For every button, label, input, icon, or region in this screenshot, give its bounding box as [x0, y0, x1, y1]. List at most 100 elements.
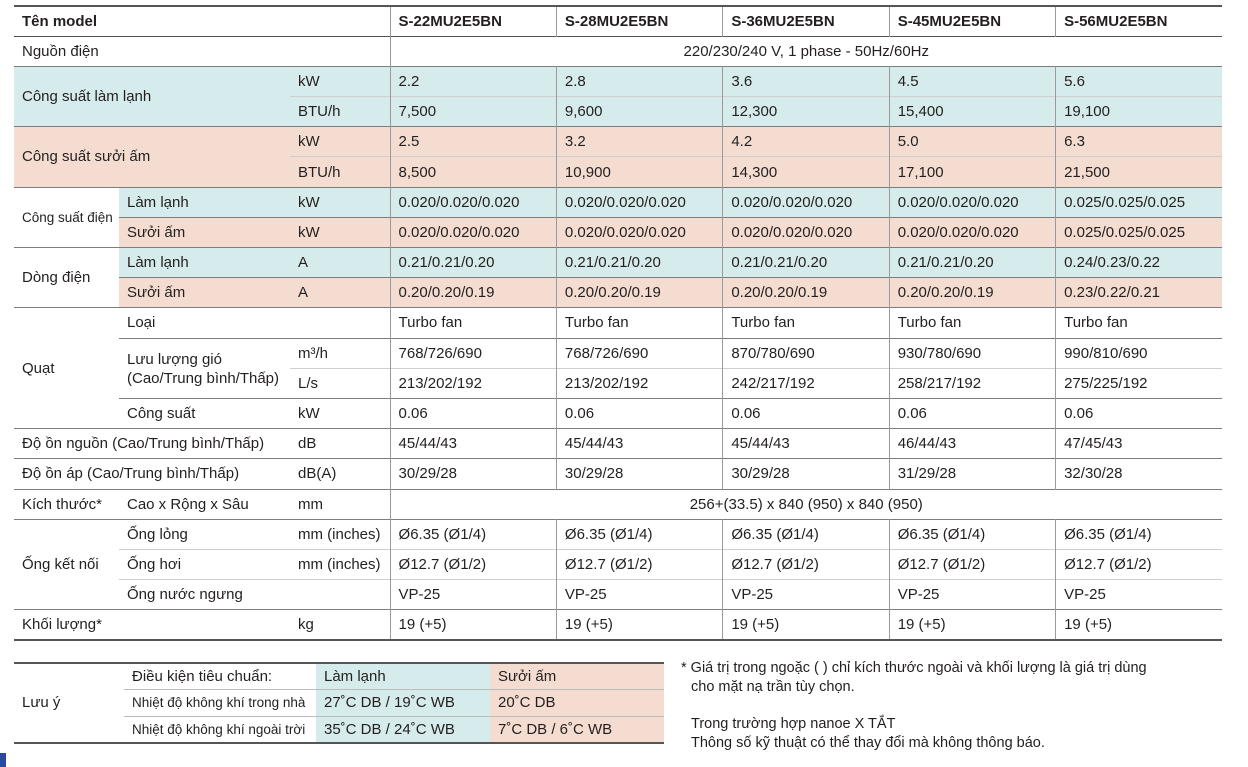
unit-cell: m³/h — [298, 344, 328, 362]
value-cell: 213/202/192 — [555, 368, 723, 399]
row-label: Dòng điện — [14, 247, 119, 308]
model-name: S-56MU2E5BN — [1055, 6, 1222, 37]
sub-label: Ống lỏng — [127, 525, 188, 543]
value-cell: 0.025/0.025/0.025 — [1055, 187, 1222, 218]
value-cell: 0.21/0.21/0.20 — [555, 247, 723, 278]
value-cell: 19,100 — [1055, 96, 1222, 127]
value-cell: 275/225/192 — [1055, 368, 1222, 399]
value-cell: 5.6 — [1055, 66, 1222, 97]
power-input-row: Sưởi ấm kW 0.020/0.020/0.020 0.020/0.020/0.… — [14, 217, 1222, 248]
model-name: S-28MU2E5BN — [555, 6, 723, 37]
value-cell: 0.06 — [888, 398, 1056, 429]
unit-cell: kW — [298, 405, 320, 423]
row-label: Công suất làm lạnh — [14, 66, 290, 127]
piping-row: Ống kết nối Ống lỏng mm (inches) Ø6.35 (Ø1/… — [14, 519, 1222, 573]
piping-row: Ống hơi mm (inches) Ø12.7 (Ø1/2) Ø12.7 (Ø1/… — [14, 549, 1222, 580]
fan-output-row: Công suất kW 0.06 0.06 0.06 0.06 0.06 — [14, 398, 1222, 429]
value-cell: 19 (+5) — [722, 609, 890, 640]
sub-label: Lưu lượng gió (Cao/Trung bình/Thấp) — [127, 351, 280, 388]
cool-condition: 35˚C DB / 24˚C WB — [316, 716, 490, 743]
conditions-header-row: Lưu ý Điều kiện tiêu chuẩn: Làm lạnh Sưở… — [14, 663, 664, 711]
value-cell: 0.20/0.20/0.19 — [389, 277, 557, 308]
value-cell: VP-25 — [722, 579, 890, 610]
value-cell: 0.020/0.020/0.020 — [555, 187, 723, 218]
current-row: Dòng điện Làm lạnh A 0.21/0.21/0.20 0.21/0.2… — [14, 247, 1222, 308]
condition-name: Nhiệt độ không khí trong nhà — [132, 695, 306, 711]
value-cell: VP-25 — [888, 579, 1056, 610]
value-cell: 0.06 — [1055, 398, 1222, 429]
power-input-row: Công suất điện Làm lạnh kW 0.020/0.020/0.02… — [14, 187, 1222, 248]
condition-label: Điều kiện tiêu chuẩn: — [132, 668, 273, 685]
value-cell: 0.020/0.020/0.020 — [389, 217, 557, 248]
value-cell: 30/29/28 — [555, 458, 723, 489]
unit-cell: mm (inches) — [298, 555, 381, 573]
footnote-line: Trong trường hợp nanoe X TẮT — [691, 716, 896, 732]
value-cell: 45/44/43 — [389, 428, 557, 459]
value-cell: 0.06 — [555, 398, 723, 429]
footnote: * Giá trị trong ngoặc ( ) chỉ kích thước… — [681, 659, 1241, 753]
noise-source-row: Độ ồn nguồn (Cao/Trung bình/Thấp) dB 45/44… — [14, 428, 1222, 459]
value-cell: 45/44/43 — [722, 428, 890, 459]
sub-label: Loại — [127, 314, 156, 332]
value-cell: 3.2 — [555, 126, 723, 157]
value-cell: 0.020/0.020/0.020 — [722, 217, 890, 248]
unit-cell: kW — [290, 66, 391, 97]
value-cell: 2.2 — [389, 66, 557, 97]
spec-table: Tên model S-22MU2E5BN S-28MU2E5BN S-36MU… — [14, 5, 1222, 641]
value-cell: VP-25 — [555, 579, 723, 610]
conditions-table: Lưu ý Điều kiện tiêu chuẩn: Làm lạnh Sưở… — [14, 662, 664, 744]
value-cell: 10,900 — [555, 156, 723, 188]
sub-label: Ống nước ngưng — [127, 586, 243, 604]
mode-cell: Làm lạnh — [119, 247, 290, 278]
page-edge-mark — [0, 753, 6, 767]
value-cell: 0.06 — [722, 398, 890, 429]
value-cell: 46/44/43 — [888, 428, 1056, 459]
value-cell: 768/726/690 — [555, 338, 723, 369]
fan-airflow-row: Lưu lượng gió (Cao/Trung bình/Thấp) m³/h 7… — [14, 338, 1222, 387]
value-cell: 213/202/192 — [389, 368, 557, 399]
mode-cell: Làm lạnh — [119, 187, 290, 218]
model-name: S-22MU2E5BN — [389, 6, 557, 37]
value-cell: VP-25 — [1055, 579, 1222, 610]
value-cell: 0.020/0.020/0.020 — [888, 217, 1056, 248]
heating-capacity-row: Công suất sưởi ấm kW 2.5 3.2 4.2 5.0 6.3 — [14, 126, 1222, 188]
footnote-line: * Giá trị trong ngoặc ( ) chỉ kích thước… — [681, 660, 1147, 676]
row-label: Ống kết nối — [22, 555, 99, 573]
row-label: Công suất điện — [14, 187, 119, 248]
value-cell: 4.5 — [888, 66, 1056, 97]
value-cell: 9,600 — [555, 96, 723, 127]
value-cell: 0.20/0.20/0.19 — [722, 277, 890, 308]
value-cell: 32/30/28 — [1055, 458, 1222, 489]
value-cell: 768/726/690 — [389, 338, 557, 369]
value-cell: 0.21/0.21/0.20 — [722, 247, 890, 278]
value-cell: 870/780/690 — [722, 338, 890, 369]
heat-condition: 20˚C DB — [490, 689, 664, 716]
row-label: Độ ồn áp (Cao/Trung bình/Thấp) — [22, 465, 240, 483]
indoor-condition-row: Nhiệt độ không khí trong nhà 27˚C DB / 1… — [14, 689, 664, 716]
value-cell: 31/29/28 — [888, 458, 1056, 489]
dimensions-value: 256+(33.5) x 840 (950) x 840 (950) — [389, 489, 1222, 520]
noise-pressure-row: Độ ồn áp (Cao/Trung bình/Thấp) dB(A) 30/29… — [14, 458, 1222, 489]
value-cell: Ø6.35 (Ø1/4) — [722, 519, 890, 550]
value-cell: 15,400 — [888, 96, 1056, 127]
footnote-line: Thông số kỹ thuật có thể thay đổi mà khô… — [691, 735, 1045, 751]
value-cell: Ø6.35 (Ø1/4) — [389, 519, 557, 550]
value-cell: 0.020/0.020/0.020 — [722, 187, 890, 218]
value-cell: 6.3 — [1055, 126, 1222, 157]
model-name: S-45MU2E5BN — [888, 6, 1056, 37]
dimensions-row: Kích thước* Cao x Rộng x Sâu mm 256+(33.5) … — [14, 489, 1222, 520]
value-cell: 258/217/192 — [888, 368, 1056, 399]
value-cell: Ø12.7 (Ø1/2) — [555, 549, 723, 580]
fan-type-row: Quạt Loại Turbo fan Turbo fan Turbo fan Turbo… — [14, 307, 1222, 377]
value-cell: Turbo fan — [722, 307, 890, 339]
value-cell: 3.6 — [722, 66, 890, 97]
fan-airflow-row: L/s 213/202/192 213/202/192 242/217/192 258/… — [14, 368, 1222, 399]
sub-label: Cao x Rộng x Sâu — [127, 495, 249, 513]
row-label: Khối lượng* — [22, 616, 102, 634]
value-cell: 0.20/0.20/0.19 — [888, 277, 1056, 308]
heat-condition: 7˚C DB / 6˚C WB — [490, 716, 664, 743]
value-cell: VP-25 — [389, 579, 557, 610]
cool-header: Làm lạnh — [316, 663, 490, 690]
unit-cell: kg — [298, 616, 314, 634]
value-cell: 0.24/0.23/0.22 — [1055, 247, 1222, 278]
